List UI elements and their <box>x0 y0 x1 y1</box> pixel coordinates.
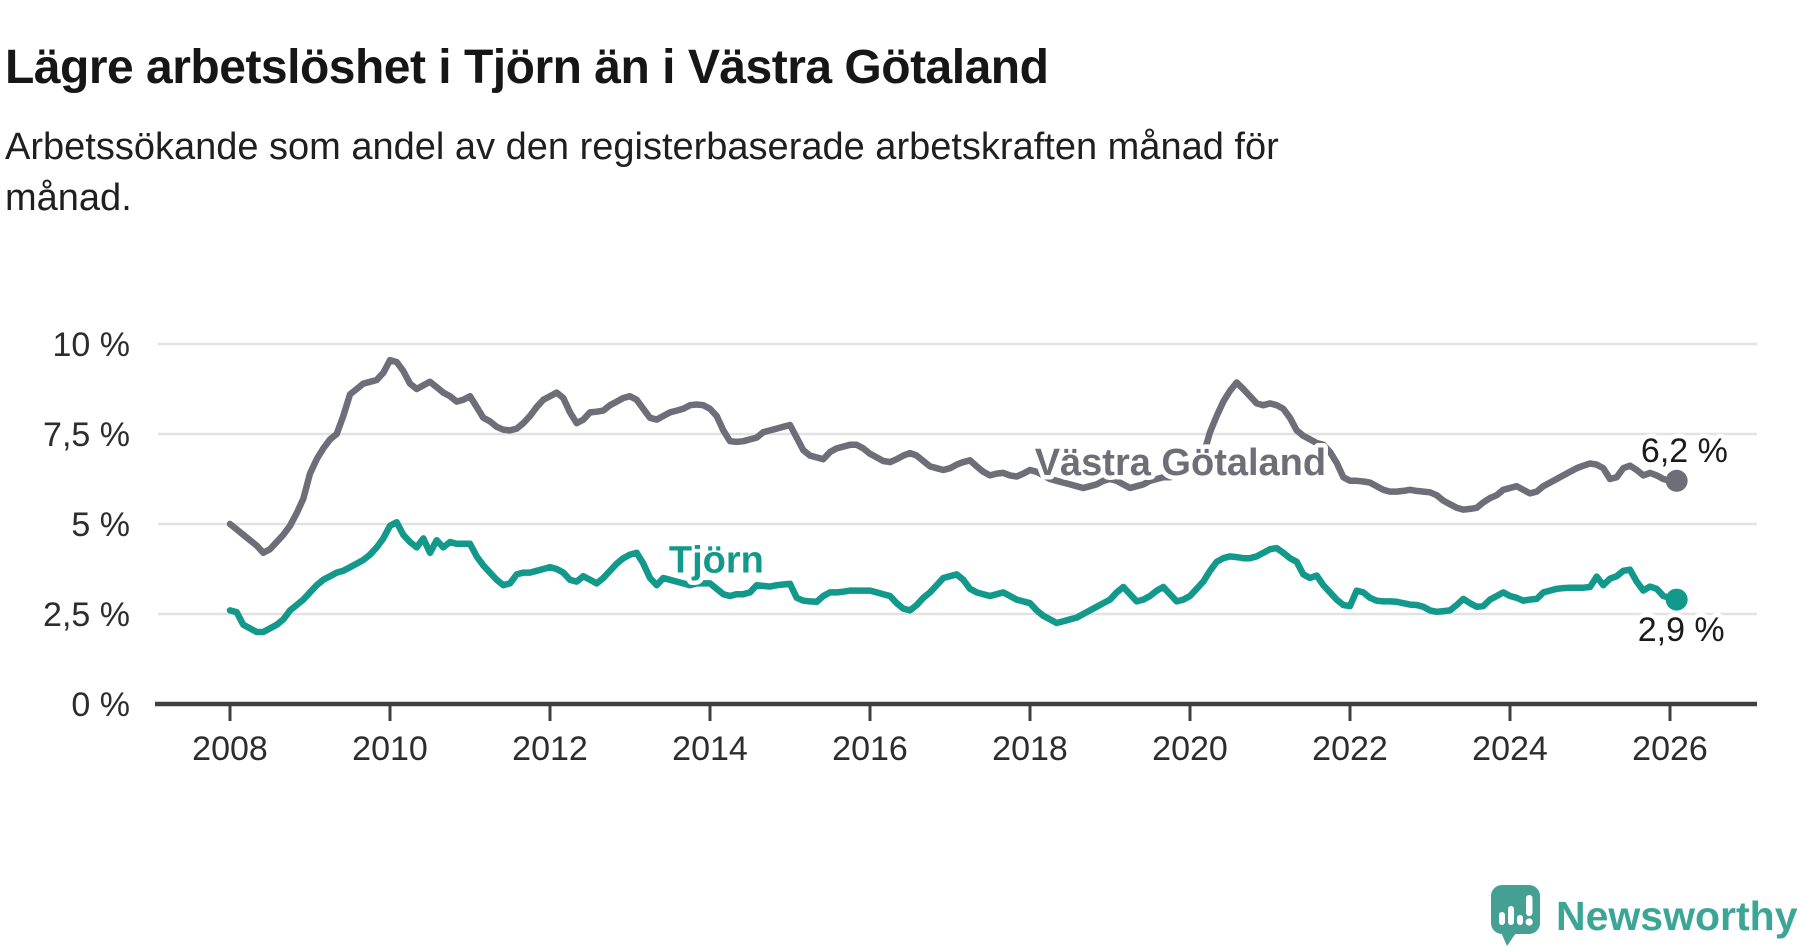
y-axis-label: 2,5 % <box>43 596 130 634</box>
x-axis-label: 2014 <box>672 730 748 768</box>
series-label-vastra-gotaland: Västra Götaland <box>1035 442 1326 484</box>
x-axis-label: 2016 <box>832 730 908 768</box>
series-endpoint-tjorn <box>1665 588 1688 611</box>
series-endpoint-vastra-gotaland <box>1665 469 1688 492</box>
y-axis-label: 5 % <box>71 506 130 544</box>
chart-subtitle: Arbetssökande som andel av den registerb… <box>5 122 1279 224</box>
subtitle-line-1: Arbetssökande som andel av den registerb… <box>5 126 1279 168</box>
unemployment-line-chart: 0 % 2,5 % 5 % 7,5 % 10 % 2008 2010 2012 2014 2016… <box>43 326 1757 768</box>
x-axis-label: 2018 <box>992 730 1068 768</box>
x-axis-label: 2020 <box>1152 730 1228 768</box>
series-line-tjorn <box>226 518 1680 636</box>
subtitle-line-2: månad. <box>5 177 132 219</box>
series-line-vastra-gotaland <box>226 356 1680 557</box>
series-label-tjorn: Tjörn <box>669 540 764 582</box>
x-axis-label: 2012 <box>512 730 588 768</box>
x-axis-label: 2008 <box>192 730 268 768</box>
newsworthy-branding: Newsworthy <box>1489 884 1798 948</box>
page-title: Lägre arbetslöshet i Tjörn än i Västra G… <box>5 41 1049 95</box>
y-axis-label: 10 % <box>53 326 131 364</box>
y-axis-label: 7,5 % <box>43 416 130 454</box>
x-axis-label: 2026 <box>1632 730 1708 768</box>
end-value-tjorn: 2,9 % <box>1638 611 1725 649</box>
x-axis-label: 2022 <box>1312 730 1388 768</box>
y-axis-label: 0 % <box>71 686 130 724</box>
x-axis-label: 2010 <box>352 730 428 768</box>
newsworthy-logo-text: Newsworthy <box>1556 892 1798 939</box>
x-axis-label: 2024 <box>1472 730 1548 768</box>
newsworthy-logo-icon <box>1491 885 1540 946</box>
end-value-vastra-gotaland: 6,2 % <box>1641 432 1728 470</box>
